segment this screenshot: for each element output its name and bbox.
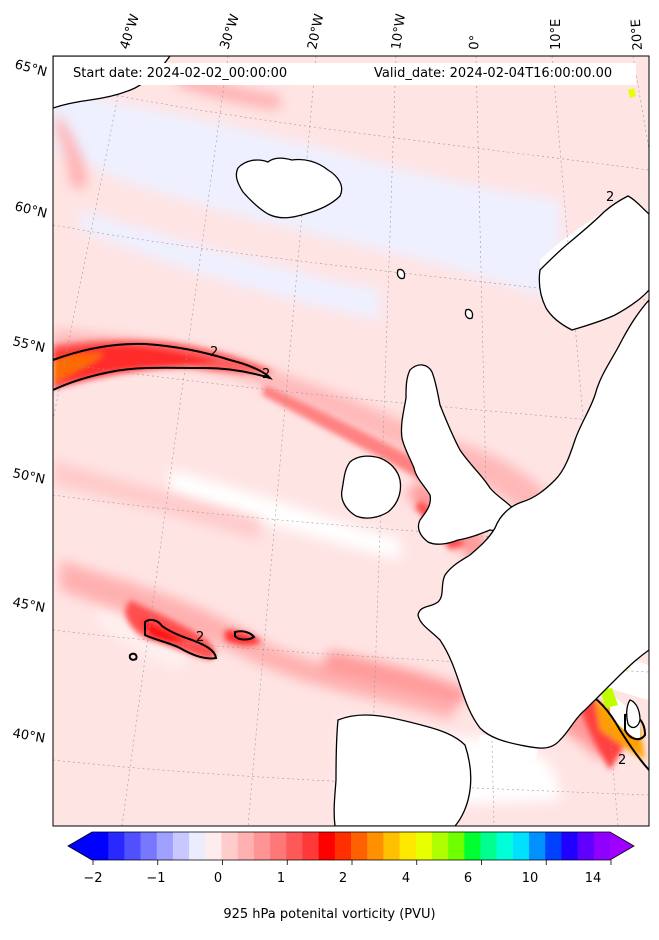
contour-label: 2 [210,345,218,360]
colorbar-cell [480,832,498,860]
colorbar-cell [496,832,514,860]
colorbar-cell [205,832,222,860]
norway [538,195,649,331]
contour-labels: 2 2 2 2 2 [196,190,626,768]
colorbar-label: 925 hPa potenital vorticity (PVU) [223,907,436,922]
lat-label: 50°N [11,466,46,487]
colorbar-cell [383,832,400,860]
colorbar-cell [415,832,433,860]
lon-label: 20°W [305,12,327,50]
lat-label: 65°N [13,57,49,80]
map-panel: 2 2 2 2 2 [53,56,649,826]
iceland [235,157,343,219]
colorbar-cell [172,832,190,860]
colorbar-cell [108,832,125,860]
lon-label: 10°W [389,13,409,51]
colorbar-cell [448,832,465,860]
continent [417,299,649,749]
colorbar [67,831,635,865]
iberia [333,714,472,826]
colorbar-cell [140,832,158,860]
great-britain [400,364,519,545]
colorbar-cell [545,832,562,860]
lon-label: 0° [467,34,483,50]
colorbar-tick-label: 6 [463,871,473,886]
colorbar-tick-label: 0 [213,871,223,886]
lat-label: 45°N [11,595,46,616]
colorbar-cell [189,832,206,860]
colorbar-tick-label: 4 [401,871,411,886]
corsica [626,699,641,729]
lon-label: 20°E [629,19,646,51]
colorbar-cell [577,832,595,860]
colorbar-cell [156,832,174,860]
colorbar-cell [512,832,530,860]
colorbar-tick-label: 10 [521,871,539,886]
colorbar-cell [529,832,546,860]
colorbar-tickmarks [92,860,612,865]
contour-label: 2 [606,190,614,205]
small-island-1 [396,268,406,280]
colorbar-tick-label: 14 [584,871,602,886]
start-date: Start date: 2024-02-02_00:00:00 [73,66,288,81]
colorbar-cell [302,832,320,860]
lon-label: 10°E [549,19,564,50]
lat-label: 40°N [11,726,46,746]
colorbar-outline [67,831,635,861]
colorbar-cell [431,832,449,860]
contour-label: 2 [618,753,626,768]
coastlines [53,56,649,826]
colorbar-cell [237,832,255,860]
colorbar-cells [92,832,611,860]
colorbar-cell [286,832,303,860]
colorbar-cell [92,832,109,860]
lat-label: 55°N [11,334,46,356]
longitude-labels: 40°W 30°W 20°W 10°W 0° 10°E 20°E [118,12,646,51]
colorbar-cell [561,832,579,860]
small-island-2 [464,308,474,320]
header-box [66,63,636,85]
lon-label: 30°W [218,12,243,51]
lon-label: 40°W [118,12,143,51]
colorbar-cell [318,832,336,860]
colorbar-tick-label: −2 [83,871,103,886]
colorbar-cell [464,832,481,860]
colorbar-cell [221,832,239,860]
colorbar-under-arrow [68,832,92,860]
ireland [340,455,402,519]
valid-date: Valid_date: 2024-02-04T16:00:00.00 [374,66,613,81]
colorbar-cell [124,832,141,860]
contour-label: 2 [196,630,204,645]
colorbar-cell [270,832,287,860]
map-frame [52,55,650,827]
colorbar-cell [334,832,352,860]
colorbar-tick-label: 2 [338,871,348,886]
colorbar-cell [593,832,611,860]
colorbar-cell [399,832,417,860]
colorbar-over-arrow [610,832,634,860]
colorbar-tick-label: −1 [146,871,166,886]
colorbar-cell [367,832,384,860]
lat-label: 60°N [13,199,48,221]
colorbar-cell [351,832,368,860]
colorbar-cell [253,832,271,860]
latitude-labels: 65°N 60°N 55°N 50°N 45°N 40°N [11,57,48,746]
contour-label: 2 [262,367,270,382]
colorbar-tick-label: 1 [276,871,286,886]
